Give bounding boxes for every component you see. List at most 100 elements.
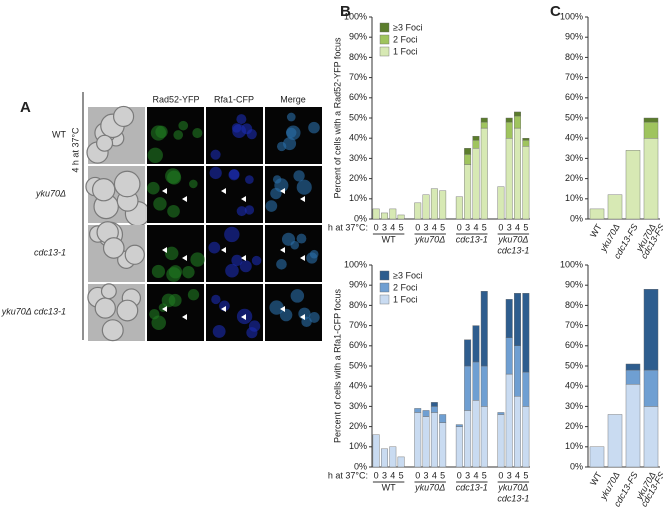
y-tick-label: 0% xyxy=(570,213,583,223)
bar-segment xyxy=(480,121,488,129)
bar-segment xyxy=(625,369,641,385)
y-tick-label: 100% xyxy=(344,11,367,21)
bar-segment xyxy=(514,127,521,220)
bar-segment xyxy=(472,361,480,401)
bar-segment xyxy=(381,448,388,468)
bar-segment xyxy=(414,412,422,468)
signal xyxy=(219,300,230,312)
bar-segment xyxy=(497,186,505,220)
x-tick-label: 3 xyxy=(507,222,512,232)
y-tick-label: 50% xyxy=(349,112,367,122)
y-tick-label: 80% xyxy=(565,52,583,62)
arrowhead xyxy=(241,314,246,320)
signal xyxy=(245,175,254,184)
signal xyxy=(149,308,160,320)
legend-swatch xyxy=(379,34,390,45)
y-axis-label: Percent of cells with a Rfa1-CFP focus xyxy=(332,289,342,443)
bar-segment xyxy=(472,148,480,220)
row-label: WT xyxy=(52,129,66,139)
bar-segment xyxy=(625,383,641,468)
signal xyxy=(178,120,189,131)
bar-segment xyxy=(625,363,641,371)
y-tick-label: 0% xyxy=(354,213,367,223)
x-tick-label: 0 xyxy=(415,222,420,232)
bar-segment xyxy=(505,137,513,220)
x-tick-label: 5 xyxy=(482,470,487,480)
bar-segment xyxy=(522,146,530,220)
panel-label: A xyxy=(20,99,31,116)
bar-segment xyxy=(589,208,605,220)
bar-segment xyxy=(480,127,488,220)
x-tick-label: 3 xyxy=(382,470,387,480)
bar-segment xyxy=(514,293,521,346)
legend-swatch xyxy=(379,294,390,305)
y-tick-label: 40% xyxy=(349,133,367,143)
arrowhead xyxy=(182,255,187,261)
bar-segment xyxy=(372,208,380,220)
bar-segment xyxy=(522,371,530,407)
x-tick-label: 3 xyxy=(424,470,429,480)
x-tick-label: 5 xyxy=(440,222,445,232)
cell xyxy=(101,319,124,342)
bar-segment xyxy=(439,414,447,423)
signal xyxy=(155,125,168,139)
cell xyxy=(112,105,135,128)
y-tick-label: 90% xyxy=(349,32,367,42)
signal xyxy=(182,266,195,279)
x-tick-label: 4 xyxy=(432,470,437,480)
x-tick-label: 0 xyxy=(498,470,503,480)
signal xyxy=(244,205,255,215)
signal xyxy=(211,294,221,305)
signal xyxy=(296,179,312,195)
bar-segment xyxy=(430,188,438,220)
signal xyxy=(192,128,203,139)
signal xyxy=(236,206,247,217)
signal xyxy=(276,258,287,270)
x-tick-label: 4 xyxy=(473,222,478,232)
bar-segment xyxy=(514,345,521,397)
bar-segment xyxy=(643,406,659,468)
bar-segment xyxy=(514,115,521,129)
x-tick-label: 4 xyxy=(390,470,395,480)
legend-label: 1 Foci xyxy=(393,46,418,56)
arrowhead xyxy=(241,255,246,261)
x-tick-label: 5 xyxy=(523,222,528,232)
x-tick-label: 3 xyxy=(507,470,512,480)
signal xyxy=(190,252,205,267)
y-tick-label: 70% xyxy=(565,320,583,330)
bar-segment xyxy=(625,150,641,220)
signal xyxy=(167,170,182,185)
legend-swatch xyxy=(379,282,390,293)
y-tick-label: 80% xyxy=(565,300,583,310)
signal xyxy=(153,197,167,211)
x-tick-label: 3 xyxy=(424,222,429,232)
bar-segment xyxy=(643,289,659,371)
bar-segment xyxy=(505,117,513,123)
signal xyxy=(166,267,182,282)
signal xyxy=(151,264,165,279)
x-tick-label: 4 xyxy=(515,222,520,232)
y-tick-label: 30% xyxy=(349,401,367,411)
signal xyxy=(281,232,296,246)
y-tick-label: 50% xyxy=(565,360,583,370)
x-prefix: h at 37°C: xyxy=(328,470,368,480)
legend-label: 2 Foci xyxy=(393,34,418,44)
bar-segment xyxy=(472,135,480,141)
arrowhead xyxy=(221,247,226,253)
cell xyxy=(96,134,114,152)
bar-segment xyxy=(422,416,430,468)
bar-segment xyxy=(430,406,438,413)
bar-segment xyxy=(505,337,513,375)
group-label: cdc13-1 xyxy=(497,245,529,255)
y-tick-label: 0% xyxy=(570,461,583,471)
legend-swatch xyxy=(379,22,390,33)
x-tick-label: 0 xyxy=(457,470,462,480)
group-label: cdc13-1 xyxy=(456,234,488,244)
bar-segment xyxy=(514,396,521,468)
cell xyxy=(94,297,116,319)
y-tick-label: 60% xyxy=(349,340,367,350)
x-tick-label: 5 xyxy=(399,470,404,480)
x-tick-label: 3 xyxy=(382,222,387,232)
bar-segment xyxy=(422,410,430,417)
signal xyxy=(210,149,221,160)
